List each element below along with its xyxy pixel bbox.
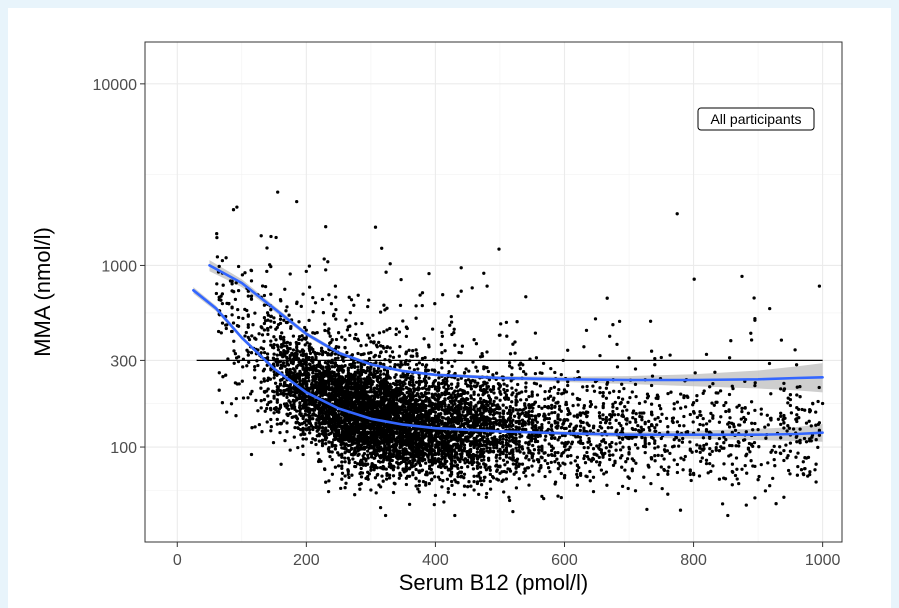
annotation-frame [697,107,815,131]
axis-ticks: 0 200 400 600 800 1000 100 300 1000 10000 [93,77,841,569]
x-tick-label: 0 [173,552,182,569]
y-axis-title: MMA (nmol/l) [30,227,55,357]
smooth-line [208,264,824,382]
y-tick-label: 300 [110,353,137,370]
y-tick-label: 10000 [93,77,138,94]
x-tick-label: 400 [422,552,449,569]
scatter-chart: 0 200 400 600 800 1000 100 300 1000 10000 All par… [30,41,843,595]
x-tick-label: 600 [551,552,578,569]
panel-border [144,41,843,543]
annotation-label: All participants [710,111,801,127]
figure: 0 200 400 600 800 1000 100 300 1000 10000 All par… [8,8,891,608]
x-axis-title: Serum B12 (pmol/l) [399,570,589,595]
y-tick-label: 100 [110,440,137,457]
x-tick-label: 200 [293,552,320,569]
annotation-box: All participants [697,107,815,131]
x-tick-label: 1000 [805,552,841,569]
smooth-line [192,288,824,437]
data-points [214,190,825,518]
smooth-lines [192,264,824,437]
scatter-points [214,190,825,518]
x-tick-label: 800 [680,552,707,569]
y-tick-label: 1000 [101,258,137,275]
grid-minor [145,42,842,542]
